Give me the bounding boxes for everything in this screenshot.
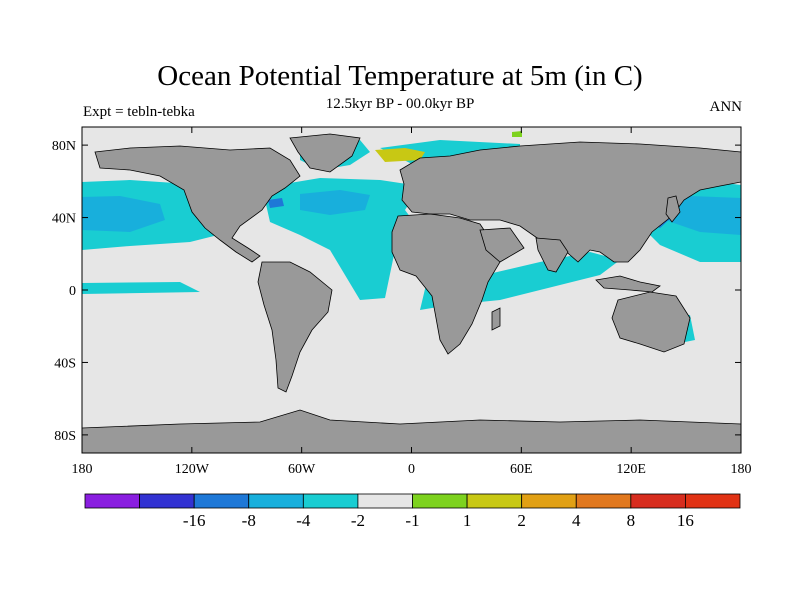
anomaly-region [82, 196, 165, 232]
colorbar-label: 4 [572, 511, 581, 530]
y-tick-label: 80N [52, 139, 76, 154]
land-arabia [479, 227, 525, 263]
colorbar-label: -4 [296, 511, 311, 530]
anomaly-region [512, 131, 522, 137]
colorbar-swatch [139, 493, 195, 509]
colorbar-swatch [630, 493, 686, 509]
x-tick-label: 120E [616, 462, 646, 477]
land-greenland [289, 133, 361, 173]
land-north-america [94, 145, 301, 263]
land-south-america [257, 261, 333, 393]
colorbar-swatch [84, 493, 140, 509]
colorbar-swatch [685, 493, 741, 509]
colorbar-label: 1 [463, 511, 472, 530]
land-maritime-se-asia [595, 275, 661, 293]
x-tick-label: 120W [175, 462, 210, 477]
colorbar-swatch [466, 493, 523, 509]
x-axis-ticks: 180 120W 60W 0 60E 120E 180 [72, 127, 752, 477]
y-axis-ticks: 80N 40N 0 40S 80S [52, 139, 741, 444]
y-tick-label: 40S [54, 356, 76, 371]
anomaly-region [375, 148, 425, 162]
x-tick-label: 0 [408, 462, 415, 477]
map-title: Ocean Potential Temperature at 5m (in C) [157, 60, 643, 92]
land-layer [82, 133, 741, 453]
anomaly-region [268, 198, 284, 208]
x-tick-label: 60W [288, 462, 316, 477]
colorbar-swatch [521, 493, 577, 509]
land-antarctica [82, 409, 741, 453]
season-label: ANN [709, 99, 743, 115]
colorbar-label: -1 [405, 511, 419, 530]
x-tick-label: 180 [731, 462, 752, 477]
land-japan [665, 195, 681, 223]
colorbar-swatch [357, 493, 413, 509]
experiment-label: Expt = tebln-tebka [83, 104, 195, 120]
colorbar-swatch [575, 493, 632, 509]
colorbar-label: 16 [677, 511, 694, 530]
y-tick-label: 0 [69, 284, 76, 299]
colorbar-label: -8 [242, 511, 256, 530]
colorbar-swatch [193, 493, 250, 509]
colorbar-swatch [248, 493, 304, 509]
land-madagascar [491, 307, 501, 331]
anomaly-region [300, 190, 370, 215]
colorbar-label: 2 [517, 511, 526, 530]
colorbar-label: -2 [351, 511, 365, 530]
colorbar-swatch [412, 493, 468, 509]
land-india [535, 237, 569, 273]
x-tick-label: 180 [72, 462, 93, 477]
anomaly-region [82, 282, 200, 294]
colorbar-label: 8 [627, 511, 636, 530]
y-tick-label: 40N [52, 212, 76, 227]
x-tick-label: 60E [510, 462, 533, 477]
map-subtitle: 12.5kyr BP - 00.0kyr BP [325, 96, 475, 112]
colorbar-swatch [302, 493, 359, 509]
land-eurasia [399, 141, 741, 263]
land-africa [391, 213, 501, 355]
land-australia [611, 291, 691, 353]
y-tick-label: 80S [54, 429, 76, 444]
colorbar-label: -16 [183, 511, 206, 530]
